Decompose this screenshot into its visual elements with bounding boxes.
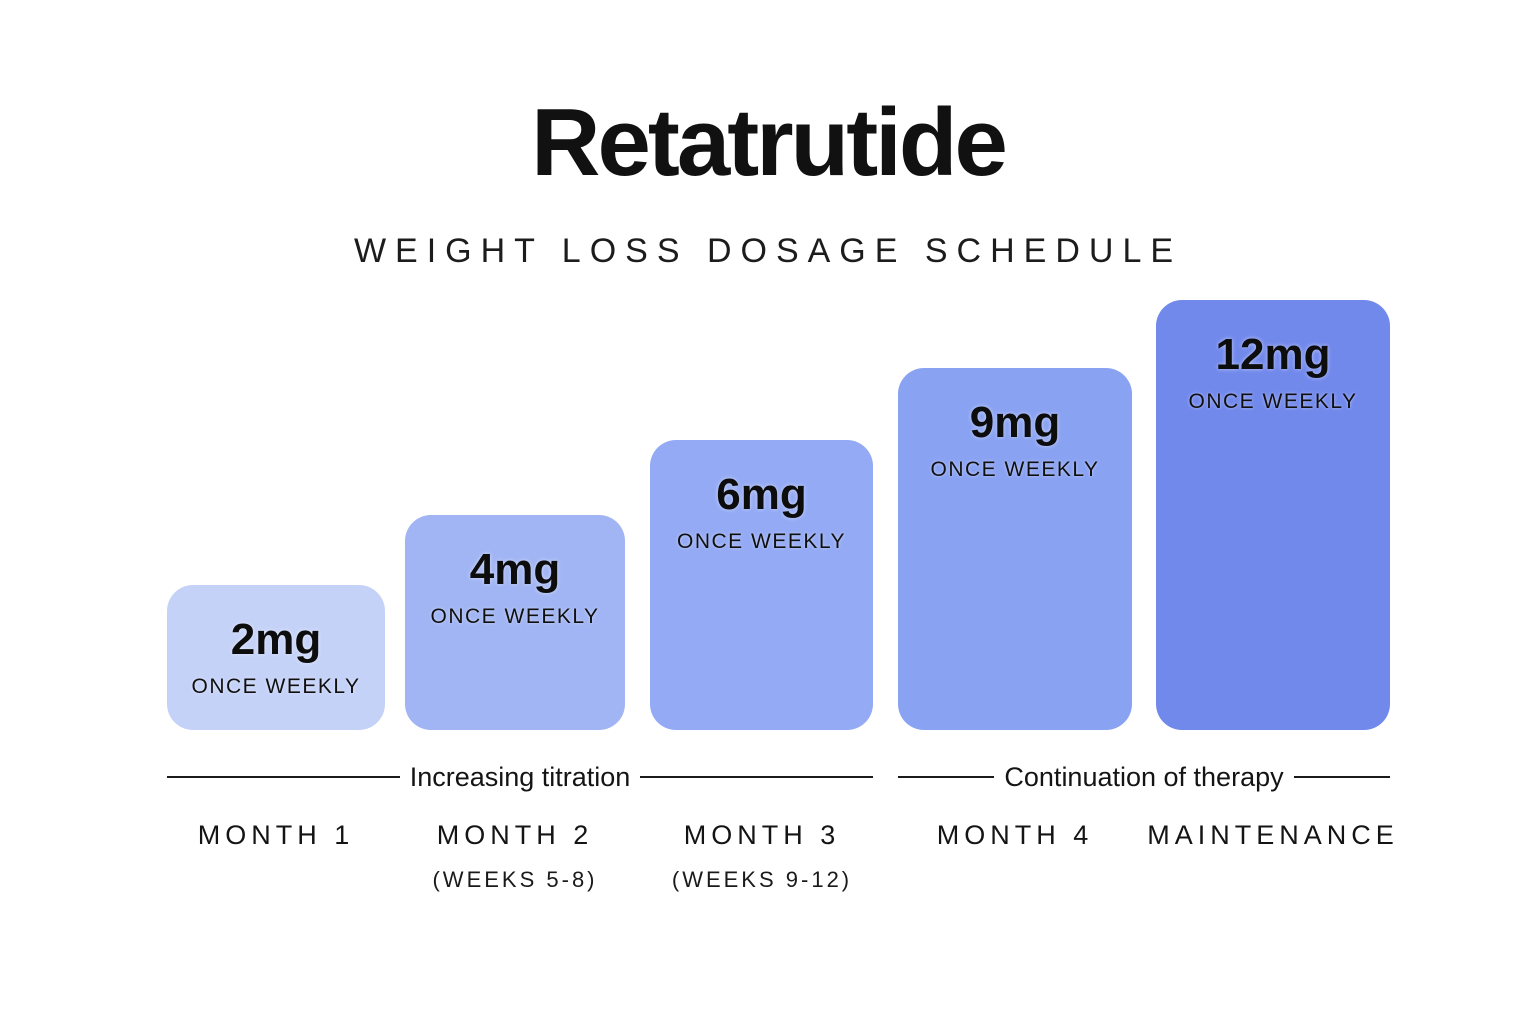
- month-label: MONTH 1: [197, 820, 355, 850]
- dosage-bar-2mg: 2mg ONCE WEEKLY: [167, 585, 385, 730]
- frequency-label: ONCE WEEKLY: [1188, 390, 1358, 413]
- weeks-sublabel: (WEEKS 9-12): [671, 867, 853, 892]
- dose-label: 6mg: [716, 470, 807, 519]
- axis-label-maintenance: MAINTENANCE: [1147, 820, 1399, 867]
- phase-line-left: [898, 776, 995, 778]
- axis-label-month-3: MONTH 3 (WEEKS 9-12): [672, 820, 852, 893]
- month-label: MONTH 2: [436, 820, 594, 850]
- phase-line-left: [167, 776, 400, 778]
- phase-label: Continuation of therapy: [1004, 761, 1284, 792]
- frequency-label: ONCE WEEKLY: [677, 530, 846, 553]
- frequency-label: ONCE WEEKLY: [191, 675, 361, 698]
- dose-label: 2mg: [230, 615, 322, 664]
- dosage-bar-4mg: 4mg ONCE WEEKLY: [405, 515, 625, 730]
- phase-line-right: [640, 776, 873, 778]
- phase-line-right: [1293, 776, 1391, 778]
- month-label: MONTH 4: [936, 820, 1094, 850]
- frequency-label: ONCE WEEKLY: [430, 605, 600, 628]
- dose-label: 12mg: [1215, 330, 1331, 379]
- page-title: Retatrutide: [531, 89, 1008, 196]
- axis-label-month-2: MONTH 2 (WEEKS 5-8): [432, 820, 597, 893]
- frequency-label: ONCE WEEKLY: [930, 458, 1100, 481]
- phase-annotation-increasing-titration: Increasing titration: [167, 760, 873, 794]
- month-label: MONTH 3: [683, 820, 841, 850]
- dose-label: 4mg: [469, 545, 561, 594]
- dosage-bar-6mg: 6mg ONCE WEEKLY: [650, 440, 873, 730]
- month-label: MAINTENANCE: [1147, 820, 1399, 850]
- dose-label: 9mg: [969, 398, 1061, 447]
- dosage-bar-12mg: 12mg ONCE WEEKLY: [1156, 300, 1390, 730]
- axis-label-month-4: MONTH 4: [937, 820, 1094, 867]
- phase-label: Increasing titration: [409, 761, 631, 792]
- dosage-bar-9mg: 9mg ONCE WEEKLY: [898, 368, 1132, 730]
- page-subtitle: WEIGHT LOSS DOSAGE SCHEDULE: [353, 232, 1183, 270]
- phase-annotation-continuation-of-therapy: Continuation of therapy: [898, 760, 1391, 794]
- weeks-sublabel: (WEEKS 5-8): [432, 867, 598, 892]
- axis-label-month-1: MONTH 1: [198, 820, 355, 867]
